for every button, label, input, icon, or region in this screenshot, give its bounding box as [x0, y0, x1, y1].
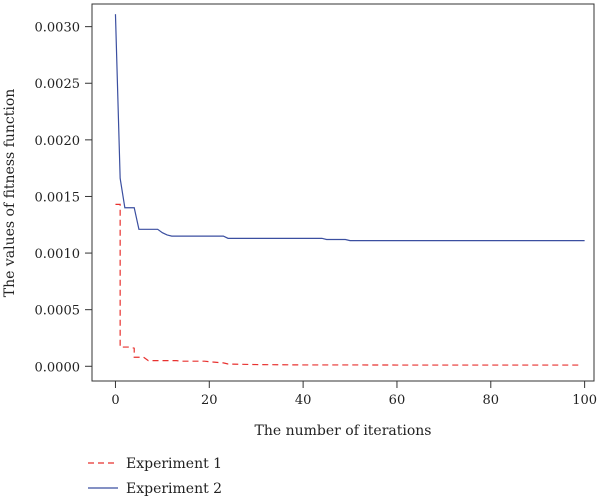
y-tick-label: 0.0015: [35, 190, 81, 205]
x-tick-label: 40: [295, 393, 312, 408]
x-tick-label: 60: [389, 393, 406, 408]
series-line-1: [115, 203, 580, 366]
y-tick-label: 0.0025: [35, 77, 81, 92]
y-axis-ticks: 0.0000 0.0005 0.0010 0.0015 0.0020 0.0025 0.00…: [35, 21, 92, 375]
y-tick-label: 0.0010: [35, 247, 81, 262]
x-axis-ticks: 0 20 40 60 80 100: [111, 381, 597, 408]
x-tick-label: 80: [483, 393, 500, 408]
plot-area-frame: [91, 3, 595, 382]
series-line-2: [114, 14, 585, 242]
legend-label-1: Experiment 1: [126, 456, 222, 472]
y-axis-title: The values of fitness function: [2, 89, 18, 298]
x-tick-label: 0: [111, 393, 119, 408]
x-axis-title: The number of iterations: [254, 423, 431, 439]
y-tick-label: 0.0020: [35, 134, 81, 149]
series-lines: [114, 14, 585, 366]
legend-label-2: Experiment 2: [126, 481, 222, 496]
x-tick-label: 100: [572, 393, 597, 408]
legend: Experiment 1 Experiment 2: [88, 456, 222, 496]
y-tick-label: 0.0030: [35, 21, 81, 36]
x-tick-label: 20: [201, 393, 218, 408]
y-tick-label: 0.0000: [35, 360, 81, 375]
y-tick-label: 0.0005: [35, 304, 81, 319]
